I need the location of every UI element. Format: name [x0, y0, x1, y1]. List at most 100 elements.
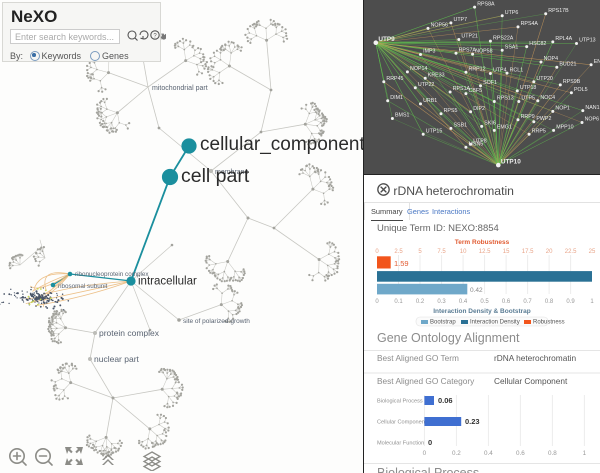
svg-text:intracellular: intracellular [138, 276, 197, 288]
svg-text:1: 1 [583, 450, 587, 457]
svg-text:UTP13: UTP13 [579, 38, 596, 44]
svg-text:0: 0 [428, 438, 432, 447]
svg-text:Molecular Function: Molecular Function [377, 441, 424, 447]
svg-text:1: 1 [590, 299, 594, 305]
svg-text:0.42: 0.42 [470, 287, 483, 294]
svg-text:KRE33: KRE33 [428, 72, 445, 78]
svg-text:BUD21: BUD21 [559, 61, 576, 67]
svg-text:NOP1: NOP1 [555, 106, 569, 112]
svg-text:NOC4: NOC4 [540, 95, 555, 101]
svg-text:UTP10: UTP10 [501, 158, 521, 165]
svg-text:0.3: 0.3 [437, 299, 446, 305]
svg-text:UTP21: UTP21 [461, 34, 478, 40]
svg-text:ribosomal subunit: ribosomal subunit [58, 283, 108, 290]
svg-text:rDNA heterochromatin: rDNA heterochromatin [494, 353, 576, 363]
svg-text:RPS17B: RPS17B [548, 8, 569, 14]
svg-text:0.6: 0.6 [516, 450, 525, 457]
svg-text:nuclear part: nuclear part [94, 354, 140, 364]
svg-text:RRP5: RRP5 [532, 129, 546, 135]
svg-text:0.8: 0.8 [548, 450, 557, 457]
svg-text:URB1: URB1 [423, 98, 437, 104]
svg-text:RRP45: RRP45 [386, 76, 403, 82]
svg-text:0.6: 0.6 [502, 299, 511, 305]
svg-text:Biological Process: Biological Process [377, 399, 423, 405]
svg-text:0: 0 [375, 249, 379, 255]
svg-text:RPS22A: RPS22A [493, 35, 514, 41]
svg-text:UTP7: UTP7 [454, 17, 468, 23]
svg-text:15: 15 [503, 249, 510, 255]
svg-text:RPS13: RPS13 [497, 96, 514, 102]
svg-text:5: 5 [418, 249, 422, 255]
svg-text:mitochondrial part: mitochondrial part [152, 85, 208, 92]
svg-text:UTP18: UTP18 [520, 85, 537, 91]
svg-text:Bootstrap: Bootstrap [430, 320, 456, 326]
svg-text:SKI6: SKI6 [484, 121, 496, 127]
svg-text:RPS7A: RPS7A [459, 48, 477, 54]
svg-text:UTP22: UTP22 [418, 82, 435, 88]
svg-text:MSN5: MSN5 [469, 142, 484, 148]
svg-text:25: 25 [589, 249, 596, 255]
svg-text:site of polarized growth: site of polarized growth [183, 318, 250, 325]
svg-text:20: 20 [546, 249, 553, 255]
svg-text:SSB1: SSB1 [454, 123, 468, 129]
svg-text:12.5: 12.5 [479, 249, 491, 255]
svg-text:17.5: 17.5 [522, 249, 534, 255]
svg-text:7.5: 7.5 [437, 249, 446, 255]
svg-text:0.4: 0.4 [484, 450, 493, 457]
svg-text:Best Aligned GO Term: Best Aligned GO Term [377, 353, 459, 363]
svg-text:UTP20: UTP20 [536, 76, 553, 82]
svg-text:Interaction Density: Interaction Density [470, 320, 520, 326]
svg-text:UTP9: UTP9 [378, 36, 395, 43]
svg-text:RPS5: RPS5 [444, 108, 458, 114]
svg-text:Term Robustness: Term Robustness [455, 239, 510, 246]
svg-text:DIP2: DIP2 [473, 106, 485, 112]
svg-text:UTP6: UTP6 [505, 10, 519, 16]
svg-text:SOF1: SOF1 [483, 80, 497, 86]
svg-text:0.9: 0.9 [566, 299, 575, 305]
svg-text:RRP9: RRP9 [521, 114, 535, 120]
svg-text:EMG1: EMG1 [497, 125, 512, 131]
svg-text:0.23: 0.23 [465, 417, 480, 426]
svg-text:0.2: 0.2 [416, 299, 425, 305]
svg-text:Best Aligned GO Category: Best Aligned GO Category [377, 376, 475, 386]
svg-text:Interaction Density & Bootstra: Interaction Density & Bootstrap [433, 308, 531, 315]
svg-text:RRP12: RRP12 [469, 67, 486, 73]
svg-text:IMP3: IMP3 [423, 49, 435, 55]
svg-text:CBF5: CBF5 [469, 88, 483, 94]
svg-text:0.06: 0.06 [438, 396, 453, 405]
svg-text:RPL4A: RPL4A [555, 36, 572, 42]
svg-text:22.5: 22.5 [565, 249, 577, 255]
svg-text:PWP2: PWP2 [536, 116, 551, 122]
svg-text:SSA1: SSA1 [505, 44, 519, 50]
svg-text:0.5: 0.5 [480, 299, 489, 305]
svg-text:Gene Ontology Alignment: Gene Ontology Alignment [377, 331, 520, 345]
svg-text:10: 10 [460, 249, 467, 255]
svg-text:RCL1: RCL1 [510, 67, 524, 73]
svg-text:0.7: 0.7 [523, 299, 532, 305]
svg-text:RPS8A: RPS8A [477, 1, 495, 7]
svg-text:POL5: POL5 [574, 87, 588, 93]
svg-text:NOP4: NOP4 [544, 56, 558, 62]
svg-text:Cellular Component: Cellular Component [377, 420, 427, 426]
svg-text:NOP14: NOP14 [410, 66, 427, 72]
svg-text:DIM1: DIM1 [390, 95, 403, 101]
svg-text:NOP58: NOP58 [475, 48, 492, 54]
svg-text:protein complex: protein complex [99, 328, 160, 338]
svg-text:NAN1: NAN1 [585, 105, 599, 111]
svg-text:RPS9B: RPS9B [563, 79, 581, 85]
svg-text:0.8: 0.8 [545, 299, 554, 305]
svg-text:Robustness: Robustness [533, 320, 565, 326]
svg-text:MPP10: MPP10 [556, 125, 573, 131]
svg-text:NOP6: NOP6 [585, 117, 599, 123]
svg-text:0.2: 0.2 [452, 450, 461, 457]
svg-text:0: 0 [375, 299, 379, 305]
svg-text:0.1: 0.1 [394, 299, 403, 305]
svg-text:NOP56: NOP56 [431, 23, 448, 29]
svg-text:UTP5: UTP5 [521, 96, 535, 102]
svg-text:cellular_component: cellular_component [200, 134, 363, 155]
svg-text:2.5: 2.5 [394, 249, 403, 255]
svg-text:HSC82: HSC82 [529, 41, 546, 47]
svg-text:1.59: 1.59 [394, 259, 409, 268]
svg-text:UTP15: UTP15 [426, 129, 443, 135]
svg-text:0: 0 [423, 450, 427, 457]
